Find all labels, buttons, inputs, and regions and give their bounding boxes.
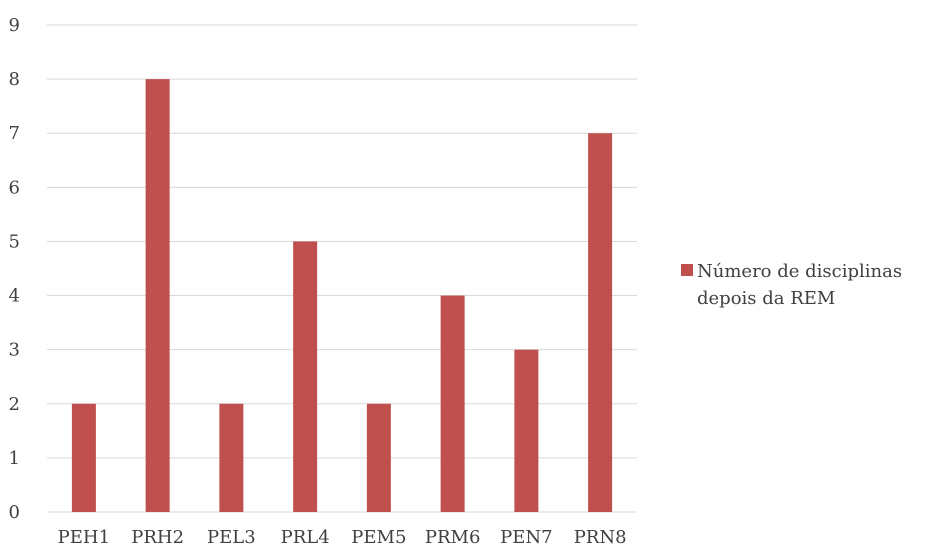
bar-prl4	[293, 241, 318, 512]
y-tick-label: 2	[9, 394, 20, 415]
x-tick-label: PEM5	[351, 527, 406, 548]
bar-pem5	[366, 403, 391, 512]
y-axis-ticks: 0 1 2 3 4 5 6 7 8 9	[9, 15, 20, 523]
x-tick-label: PEL3	[207, 527, 256, 548]
y-tick-label: 3	[9, 340, 20, 361]
y-tick-label: 1	[9, 448, 20, 469]
y-tick-label: 4	[9, 286, 20, 307]
bar-peh1	[71, 403, 96, 512]
y-tick-label: 0	[9, 502, 20, 523]
bar-pel3	[219, 403, 244, 512]
bar-prn8	[588, 133, 613, 512]
legend-label-line-2: depois da REM	[697, 288, 835, 309]
y-tick-label: 9	[9, 15, 20, 36]
legend-swatch	[681, 264, 693, 276]
y-tick-label: 5	[9, 231, 20, 252]
x-tick-label: PRN8	[574, 527, 627, 548]
y-tick-label: 7	[9, 123, 20, 144]
bar-prh2	[145, 79, 170, 512]
legend: Número de disciplinas depois da REM	[681, 261, 902, 309]
bars	[71, 79, 613, 512]
x-axis-ticks: PEH1 PRH2 PEL3 PRL4 PEM5 PRM6 PEN7 PRN8	[58, 527, 627, 548]
x-tick-label: PRL4	[281, 527, 330, 548]
gridlines	[47, 24, 637, 513]
y-tick-label: 6	[9, 177, 20, 198]
x-tick-label: PRM6	[425, 527, 481, 548]
bar-pen7	[514, 349, 539, 512]
y-tick-label: 8	[9, 69, 20, 90]
legend-label-line-1: Número de disciplinas	[697, 261, 902, 282]
bar-prm6	[440, 295, 465, 512]
x-tick-label: PEH1	[58, 527, 110, 548]
x-tick-label: PEN7	[500, 527, 552, 548]
x-tick-label: PRH2	[131, 527, 184, 548]
